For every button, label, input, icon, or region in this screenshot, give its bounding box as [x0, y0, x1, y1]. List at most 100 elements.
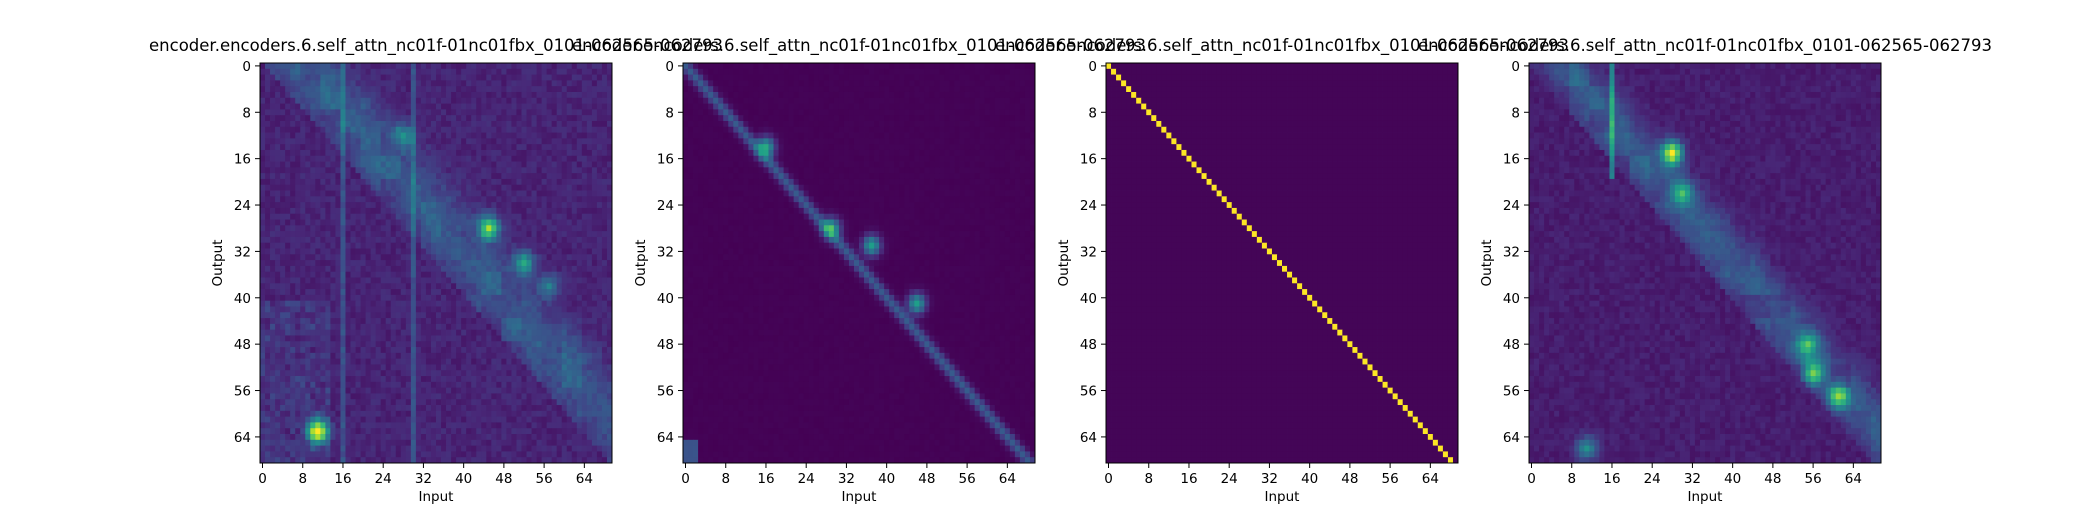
heatmap-cell — [446, 301, 451, 307]
heatmap-cell — [496, 388, 501, 394]
heatmap-cell — [506, 104, 511, 110]
heatmap-cell — [547, 75, 552, 81]
heatmap-cell — [476, 231, 481, 237]
heatmap-cell — [391, 428, 396, 434]
heatmap-cell — [391, 324, 396, 330]
heatmap-cell — [416, 121, 421, 127]
heatmap-cell — [426, 133, 431, 139]
heatmap-cell — [285, 196, 290, 202]
heatmap-cell — [461, 451, 466, 457]
heatmap-cell — [567, 335, 572, 341]
heatmap-cell — [899, 69, 904, 75]
heatmap-cell — [406, 451, 411, 457]
heatmap-cell — [496, 260, 501, 266]
heatmap-cell — [295, 150, 300, 156]
heatmap-cell — [335, 75, 340, 81]
heatmap-cell — [542, 301, 547, 307]
heatmap-cell — [501, 92, 506, 98]
heatmap-cell — [320, 359, 325, 365]
heatmap-cell — [361, 347, 366, 353]
heatmap-cell — [421, 370, 426, 376]
heatmap-cell — [527, 272, 532, 278]
heatmap-cell — [990, 63, 995, 69]
heatmap-cell — [542, 156, 547, 162]
heatmap-cell — [335, 115, 340, 121]
heatmap-cell — [481, 138, 486, 144]
heatmap-cell — [491, 446, 496, 452]
heatmap-cell — [456, 150, 461, 156]
heatmap-cell — [396, 144, 401, 150]
heatmap-cell — [270, 370, 275, 376]
heatmap-cell — [703, 63, 708, 69]
heatmap-cell — [537, 388, 542, 394]
heatmap-cell — [476, 347, 481, 353]
heatmap-cell — [426, 318, 431, 324]
heatmap-cell — [436, 237, 441, 243]
heatmap-cell — [335, 388, 340, 394]
heatmap-cell — [481, 150, 486, 156]
heatmap-cell — [552, 144, 557, 150]
heatmap-cell — [521, 109, 526, 115]
heatmap-cell — [542, 318, 547, 324]
heatmap-cell — [597, 440, 602, 446]
heatmap-cell — [361, 289, 366, 295]
heatmap-cell — [381, 306, 386, 312]
heatmap-cell — [386, 121, 391, 127]
heatmap-cell — [371, 382, 376, 388]
heatmap-cell — [345, 162, 350, 168]
heatmap-cell — [461, 295, 466, 301]
heatmap-cell — [340, 167, 345, 173]
heatmap-cell — [521, 121, 526, 127]
heatmap-cell — [552, 330, 557, 336]
heatmap-cell — [265, 156, 270, 162]
heatmap-cell — [476, 312, 481, 318]
heatmap-cell — [542, 260, 547, 266]
heatmap-cell — [924, 69, 929, 75]
heatmap-cell — [285, 364, 290, 370]
heatmap-cell — [315, 388, 320, 394]
heatmap-cell — [376, 324, 381, 330]
heatmap-cell — [421, 446, 426, 452]
heatmap-cell — [376, 237, 381, 243]
heatmap-cell — [416, 422, 421, 428]
heatmap-cell — [537, 80, 542, 86]
heatmap-cell — [300, 434, 305, 440]
heatmap-cell — [501, 249, 506, 255]
heatmap-cell — [371, 144, 376, 150]
heatmap-cell — [521, 417, 526, 423]
heatmap-cell — [582, 208, 587, 214]
heatmap-cell — [552, 196, 557, 202]
heatmap-cell — [270, 382, 275, 388]
heatmap-cell — [451, 335, 456, 341]
heatmap-cell — [521, 312, 526, 318]
heatmap-cell — [310, 231, 315, 237]
heatmap-cell — [537, 335, 542, 341]
heatmap-cell — [506, 393, 511, 399]
heatmap-cell — [597, 249, 602, 255]
heatmap-cell — [371, 422, 376, 428]
heatmap-cell — [340, 335, 345, 341]
heatmap-cell — [602, 370, 607, 376]
heatmap-cell — [516, 457, 521, 463]
heatmap-cell — [486, 260, 491, 266]
heatmap-cell — [260, 382, 265, 388]
heatmap-cell — [320, 301, 325, 307]
heatmap-cell — [315, 220, 320, 226]
heatmap-cell — [511, 249, 516, 255]
heatmap-cell — [446, 167, 451, 173]
heatmap-cell — [406, 306, 411, 312]
heatmap-cell — [602, 277, 607, 283]
heatmap-cell — [527, 283, 532, 289]
heatmap-cell — [476, 388, 481, 394]
heatmap-cell — [501, 266, 506, 272]
heatmap-cell — [562, 121, 567, 127]
heatmap-cell — [476, 156, 481, 162]
heatmap-cell — [939, 63, 944, 69]
heatmap-cell — [335, 191, 340, 197]
heatmap-cell — [421, 306, 426, 312]
heatmap-cell — [320, 312, 325, 318]
heatmap-cell — [577, 75, 582, 81]
heatmap-cell — [305, 405, 310, 411]
heatmap-cell — [577, 283, 582, 289]
heatmap-cell — [295, 237, 300, 243]
